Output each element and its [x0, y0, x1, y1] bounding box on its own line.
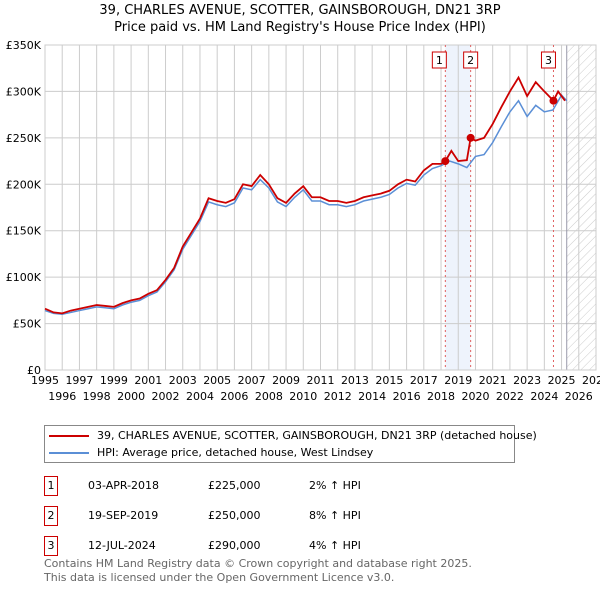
property-price-line: [44, 75, 566, 315]
y-tick-label: £200K: [6, 178, 42, 191]
forecast-hatch: [566, 45, 596, 370]
transaction-hpi: 4% ↑ HPI: [309, 539, 361, 552]
legend-swatch-hpi: [49, 452, 89, 454]
legend-swatch-property: [49, 435, 89, 437]
x-tick-label: 2006: [220, 390, 248, 403]
x-tick-label: 1996: [48, 390, 76, 403]
transaction-price: £250,000: [208, 509, 261, 522]
transaction-price: £290,000: [208, 539, 261, 552]
sale-label: 2: [467, 54, 474, 67]
transaction-row: 2 19-SEP-2019 £250,000 8% ↑ HPI: [44, 506, 444, 526]
x-tick-label: 2016: [393, 390, 421, 403]
x-tick-label: 2020: [461, 390, 489, 403]
x-tick-label: 2000: [117, 390, 145, 403]
legend-property: 39, CHARLES AVENUE, SCOTTER, GAINSBOROUG…: [97, 429, 537, 442]
transaction-date: 19-SEP-2019: [88, 509, 159, 522]
transaction-row: 1 03-APR-2018 £225,000 2% ↑ HPI: [44, 476, 444, 496]
y-tick-label: £100K: [6, 271, 42, 284]
y-tick-label: £350K: [6, 39, 42, 52]
transaction-hpi: 8% ↑ HPI: [309, 509, 361, 522]
x-tick-label: 1999: [100, 374, 128, 387]
footer-licence: This data is licensed under the Open Gov…: [44, 571, 395, 584]
sale-label-box: [540, 51, 556, 69]
transaction-date: 12-JUL-2024: [88, 539, 156, 552]
sale-label: 3: [545, 54, 552, 67]
x-tick-label: 2007: [238, 374, 266, 387]
transaction-hpi: 2% ↑ HPI: [309, 479, 361, 492]
x-tick-label: 2002: [152, 390, 180, 403]
plot-frame: [44, 44, 597, 371]
y-tick-label: £50K: [13, 318, 42, 331]
chart-title: 39, CHARLES AVENUE, SCOTTER, GAINSBOROUG…: [99, 3, 501, 18]
x-tick-label: 1995: [31, 374, 59, 387]
x-tick-label: 2011: [307, 374, 335, 387]
y-tick-label: £250K: [6, 132, 42, 145]
x-tick-label: 2026: [565, 390, 593, 403]
transaction-number: 1: [44, 476, 58, 496]
sale-label-box: [463, 51, 479, 69]
x-tick-label: 2019: [444, 374, 472, 387]
chart-subtitle: Price paid vs. HM Land Registry's House …: [114, 20, 486, 35]
x-tick-label: 2005: [203, 374, 231, 387]
footer-copyright: Contains HM Land Registry data © Crown c…: [44, 557, 472, 570]
x-tick-label: 2001: [134, 374, 162, 387]
sale-label: 1: [436, 54, 443, 67]
transaction-date: 03-APR-2018: [88, 479, 160, 492]
sale-point: [466, 133, 475, 142]
transaction-number: 2: [44, 506, 58, 526]
x-tick-label: 2009: [272, 374, 300, 387]
x-tick-label: 2008: [255, 390, 283, 403]
x-tick-label: 2003: [169, 374, 197, 387]
x-tick-label: 2027: [582, 374, 600, 387]
x-tick-label: 2012: [324, 390, 352, 403]
hpi-line: [44, 93, 568, 316]
price-chart: 1995 1996 1997 1998 1999 2000 2001 2002 2003 2004…: [6, 39, 600, 403]
x-tick-label: 2018: [427, 390, 455, 403]
transaction-row: 3 12-JUL-2024 £290,000 4% ↑ HPI: [44, 536, 444, 556]
sale-label-box: [431, 51, 447, 69]
y-tick-label: £0: [27, 364, 41, 377]
footer: Contains HM Land Registry data © Crown c…: [44, 557, 472, 585]
x-tick-label: 2004: [186, 390, 214, 403]
y-tick-label: £150K: [6, 225, 42, 238]
x-tick-label: 2021: [479, 374, 507, 387]
x-tick-label: 2014: [358, 390, 386, 403]
transaction-number: 3: [44, 536, 58, 556]
x-tick-label: 2010: [289, 390, 317, 403]
x-tick-label: 2025: [548, 374, 576, 387]
sale-point: [441, 157, 450, 166]
x-tick-label: 2023: [513, 374, 541, 387]
x-tick-label: 2022: [496, 390, 524, 403]
x-tick-label: 1997: [65, 374, 93, 387]
x-tick-label: 2013: [341, 374, 369, 387]
y-tick-label: £300K: [6, 85, 42, 98]
legend-hpi: HPI: Average price, detached house, West…: [97, 446, 374, 459]
x-tick-label: 2024: [530, 390, 558, 403]
x-tick-label: 2015: [375, 374, 403, 387]
sale-point: [549, 96, 558, 105]
transaction-price: £225,000: [208, 479, 261, 492]
x-tick-label: 1998: [83, 390, 111, 403]
legend: 39, CHARLES AVENUE, SCOTTER, GAINSBOROUG…: [44, 425, 537, 463]
x-tick-label: 2017: [410, 374, 438, 387]
